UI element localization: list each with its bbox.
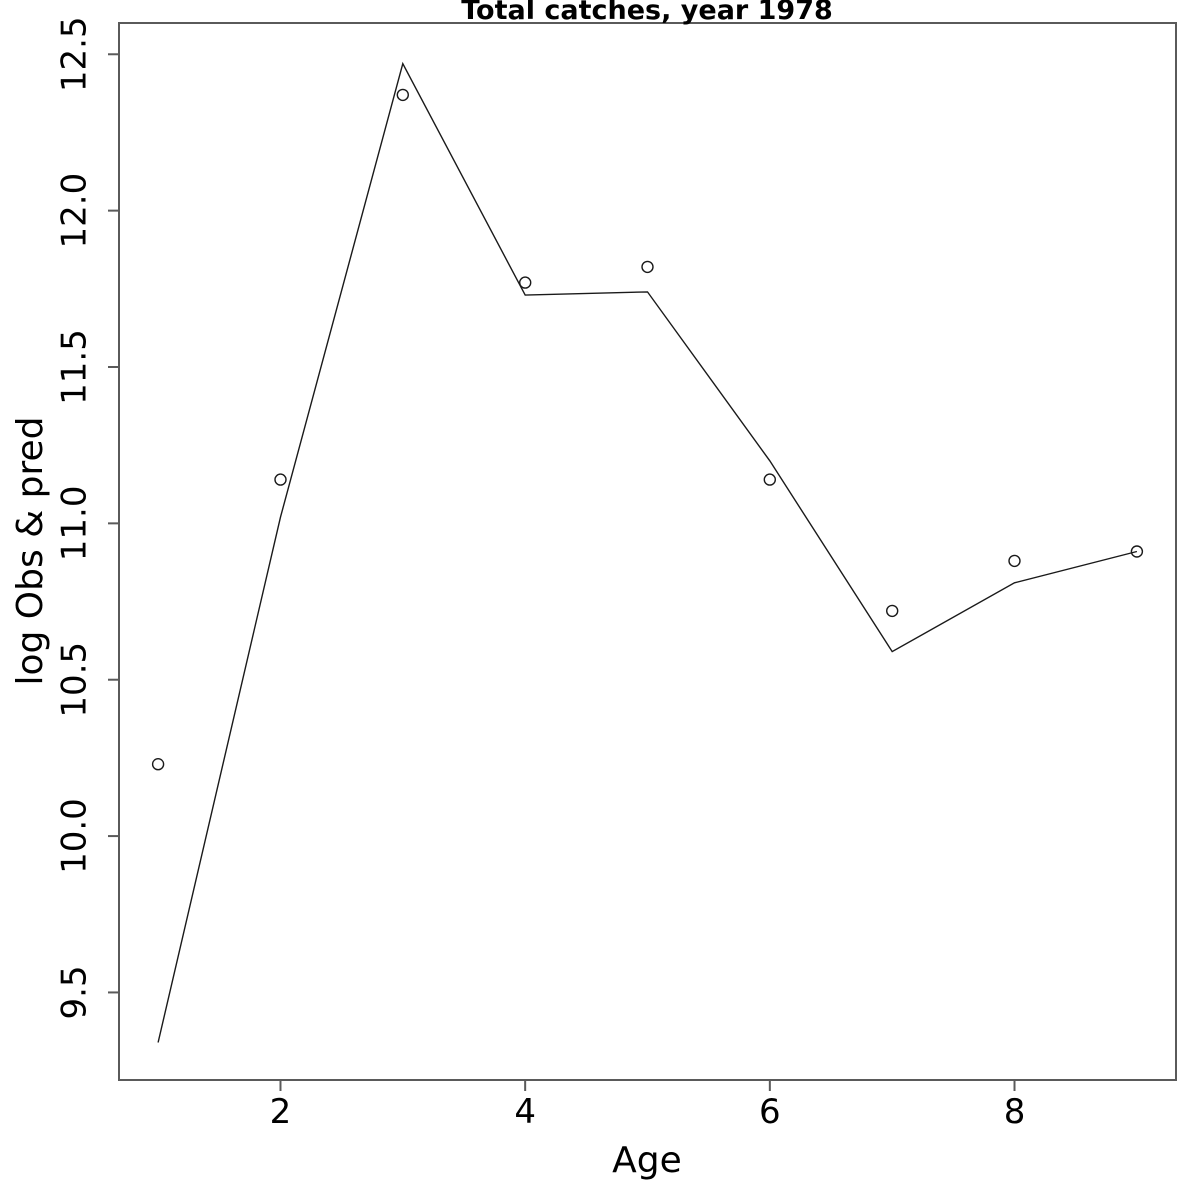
obs-point	[1130, 545, 1144, 558]
x-tick-label: 6	[759, 1092, 781, 1132]
obs-point	[763, 473, 776, 486]
y-tick-label: 12.5	[55, 16, 95, 92]
x-axis-label: Age	[612, 1140, 682, 1181]
obs-point	[151, 758, 165, 771]
y-tick-label: 9.5	[55, 965, 95, 1019]
obs-point	[396, 88, 409, 102]
y-tick-label: 11.5	[55, 329, 95, 405]
obs-point	[1008, 554, 1021, 568]
obs-point	[886, 604, 899, 618]
y-tick-label: 10.0	[55, 798, 95, 874]
plot-area	[118, 22, 1177, 1081]
y-axis-label: log Obs & pred	[10, 416, 51, 685]
y-tick-label: 10.5	[55, 642, 95, 718]
pred-line	[157, 61, 1138, 1043]
obs-point	[641, 260, 654, 274]
y-tick-label: 12.0	[55, 173, 95, 249]
x-tick-label: 2	[270, 1092, 292, 1132]
y-axis-ticks: 9.5 10.0 10.5 11.0 11.5 12.0 12.5	[55, 16, 119, 1019]
obs-point	[274, 473, 287, 486]
data-series	[151, 61, 1144, 1043]
chart-title: Total catches, year 1978	[461, 0, 833, 26]
x-axis-ticks: 2 4 6 8	[270, 1080, 1026, 1132]
x-tick-label: 8	[1004, 1092, 1026, 1132]
obs-point	[519, 276, 532, 289]
y-tick-label: 11.0	[55, 486, 95, 562]
x-tick-label: 4	[514, 1092, 536, 1132]
